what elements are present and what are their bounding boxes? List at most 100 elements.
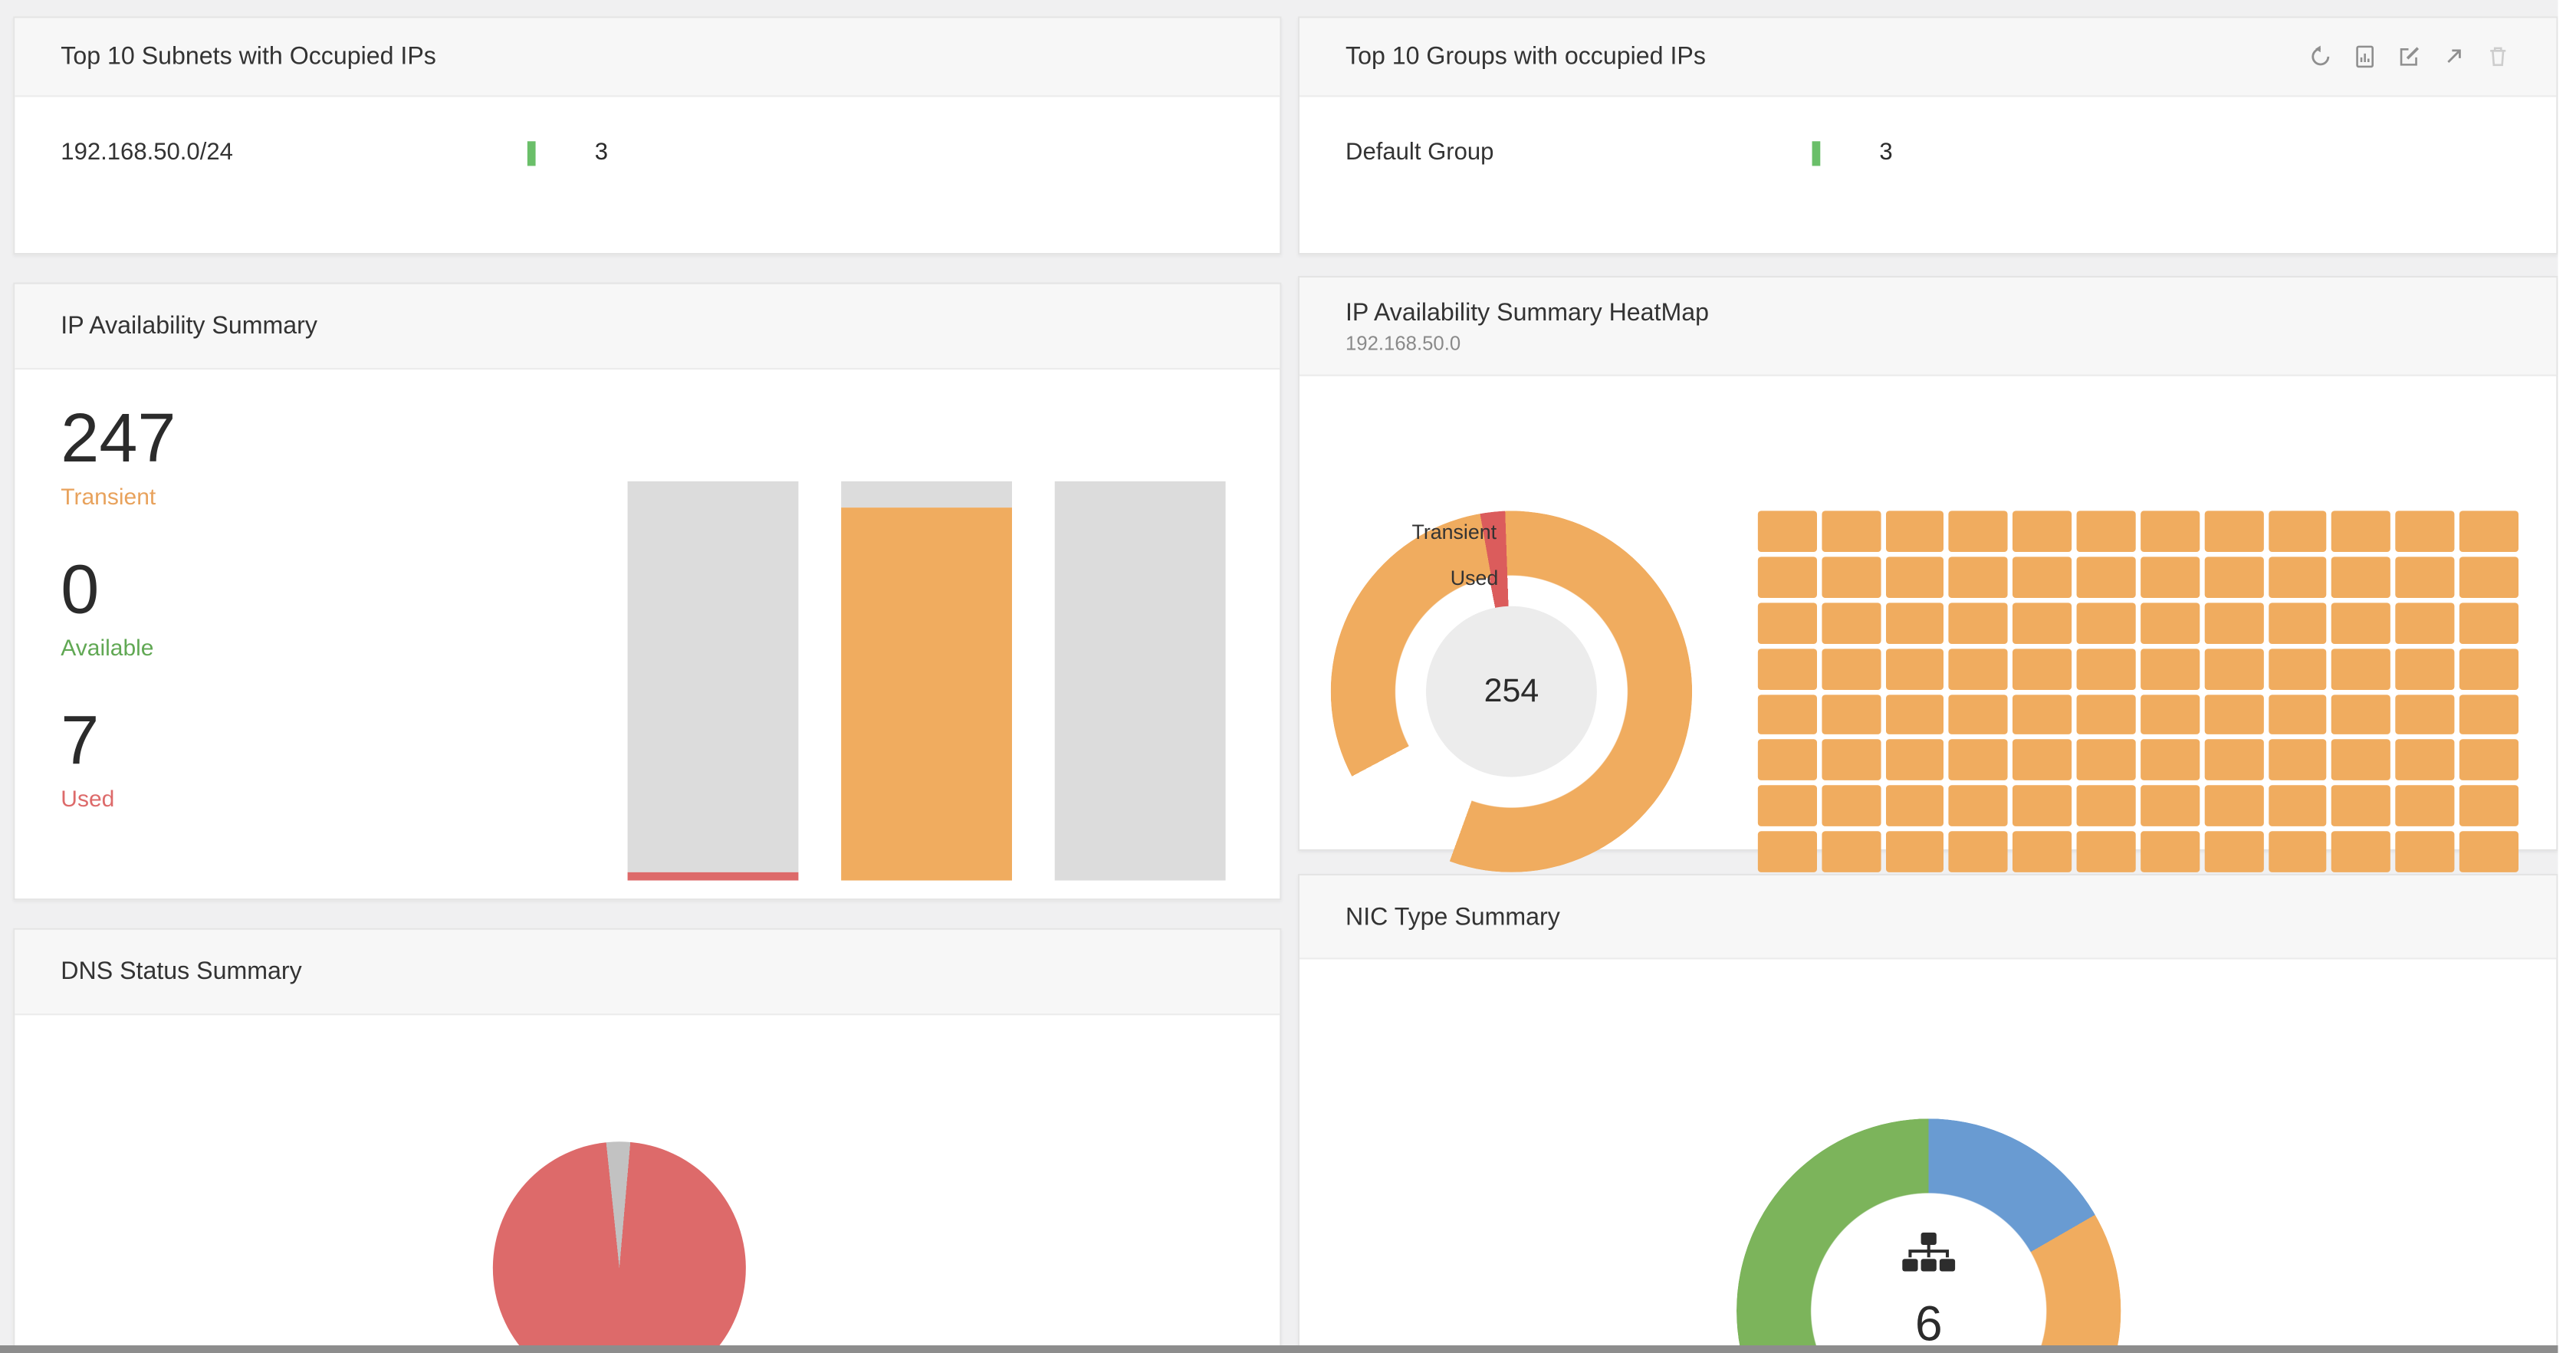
heatmap-cell [2204,694,2264,735]
heatmap-cell [2331,694,2391,735]
card-top-subnets: Top 10 Subnets with Occupied IPs 192.168… [13,16,1282,255]
card-dns-status: DNS Status Summary [13,928,1282,1353]
table-row: Default Group 3 [1300,140,2556,166]
heatmap-cell [2331,831,2391,872]
nic-donut-center: 6 Devices [1737,1118,2121,1353]
heatmap-cell [1949,602,2009,644]
heatmap-cell [2204,785,2264,827]
ip-stat: 247 Transient [61,402,176,509]
scrollbar-track[interactable] [2558,0,2576,1353]
heatmap-cell [1822,785,1881,827]
heatmap-cell [1757,557,1817,598]
heatmap-cell [2395,694,2455,735]
subnets-chart[interactable]: 192.168.50.0/24 3 [15,140,1280,166]
ip-availability-bars[interactable] [627,481,1229,881]
stat-label: Used [61,785,115,812]
heatmap-cell [1757,740,1817,781]
heatmap-cell [1949,694,2009,735]
heatmap-cell [1949,740,2009,781]
heatmap-cell [2141,557,2200,598]
heatmap-cell [2459,602,2518,644]
heatmap-cell [1757,648,1817,689]
card-title: DNS Status Summary [61,957,302,986]
heatmap-cell [2395,511,2455,552]
report-icon[interactable] [2351,44,2377,70]
heatmap-cell [2331,557,2391,598]
card-top-subnets-header: Top 10 Subnets with Occupied IPs [15,18,1280,97]
heatmap-cell [2076,831,2136,872]
dns-pie[interactable] [492,1141,746,1353]
history-icon[interactable] [2307,44,2333,70]
heatmap-cell [2268,831,2328,872]
bottom-edge [0,1345,2558,1353]
heatmap-cell [2076,511,2136,552]
heatmap-cell [1949,511,2009,552]
expand-icon[interactable] [2440,44,2466,70]
delete-icon[interactable] [2484,44,2510,70]
subnet-bar [527,140,536,166]
heatmap-cell [2076,557,2136,598]
table-row: 192.168.50.0/24 3 [15,140,1280,166]
heatmap-cell [2331,785,2391,827]
stacked-bar [1054,481,1226,881]
heatmap-cell [2331,648,2391,689]
heatmap-cell [1949,557,2009,598]
heatmap-cell [2076,648,2136,689]
heatmap-cell [2141,648,2200,689]
heatmap-cell [2331,602,2391,644]
heatmap-cell [2331,511,2391,552]
heatmap-cell [2459,740,2518,781]
group-label: Default Group [1346,140,1494,166]
stacked-bar [627,481,799,881]
stacked-bar [841,481,1012,881]
heatmap-cell [2268,785,2328,827]
heatmap-cell [2268,648,2328,689]
heatmap-cell [2204,831,2264,872]
groups-chart[interactable]: Default Group 3 [1300,140,2556,166]
sitemap-icon [1901,1231,1957,1287]
card-ip-availability-header: IP Availability Summary [15,284,1280,370]
heatmap-cell [2013,648,2072,689]
stat-value: 7 [61,701,100,779]
heatmap-cell [1757,602,1817,644]
heatmap-cell [1885,785,1945,827]
card-title: NIC Type Summary [1346,902,1560,931]
heatmap-cell [1822,648,1881,689]
heatmap-cell [1822,694,1881,735]
heatmap-cell [2013,694,2072,735]
heatmap-cell [1822,557,1881,598]
heatmap-cell [1822,511,1881,552]
heatmap-cell [1885,648,1945,689]
heatmap-cell [2013,557,2072,598]
heatmap-cell [2013,831,2072,872]
heatmap-cell [1757,785,1817,827]
heatmap-cell [2013,785,2072,827]
heatmap-cell [2013,511,2072,552]
card-top-groups: Top 10 Groups with occupied IPs [1297,16,2558,255]
heatmap-cell [2395,740,2455,781]
card-title: Top 10 Subnets with Occupied IPs [61,42,436,71]
stat-label: Transient [61,483,156,510]
group-value: 3 [1879,140,1893,166]
heatmap-cell [2204,511,2264,552]
heatmap-cell [2459,557,2518,598]
card-subtitle: 192.168.50.0 [1346,330,1461,354]
heatmap-cell [2204,648,2264,689]
heatmap-cell [2141,602,2200,644]
heatmap-cell [2076,602,2136,644]
heatmap-cell [1822,602,1881,644]
heatmap-cell [1885,694,1945,735]
heatmap-cell [1885,740,1945,781]
heatmap-cell [2459,694,2518,735]
heatmap-cell [2076,785,2136,827]
heatmap-cell [2141,511,2200,552]
group-bar [1812,140,1821,166]
subnet-value: 3 [594,140,609,166]
heatmap-grid[interactable] [1757,511,2518,872]
edit-icon[interactable] [2395,44,2421,70]
heatmap-cell [2459,648,2518,689]
heatmap-cell [2459,831,2518,872]
heatmap-cell [2204,740,2264,781]
heatmap-cell [2268,694,2328,735]
heatmap-cell [1949,785,2009,827]
